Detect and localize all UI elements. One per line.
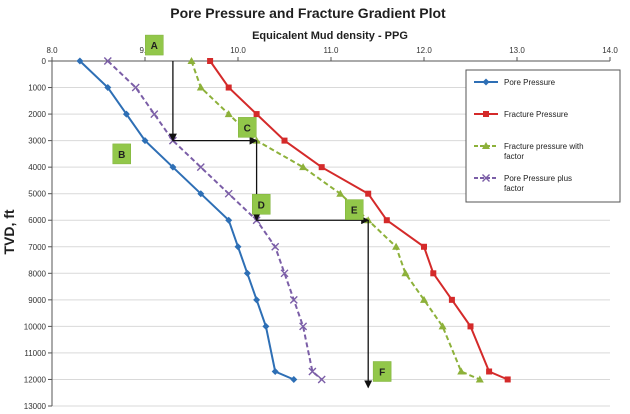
triangle-marker xyxy=(224,110,233,118)
y-tick-label: 0 xyxy=(42,57,47,66)
legend-label-4: Pore Pressure plus factor xyxy=(504,174,572,193)
chart-subtitle: Equicalent Mud density - PPG xyxy=(252,30,408,42)
annotation-label-b: B xyxy=(118,150,125,161)
x-marker xyxy=(131,83,140,92)
square-marker xyxy=(365,190,372,197)
triangle-marker xyxy=(187,57,196,64)
y-tick-label: 5000 xyxy=(28,190,46,199)
diamond-marker xyxy=(262,322,270,330)
triangle-marker xyxy=(299,163,308,171)
legend-box xyxy=(465,69,621,203)
x-marker xyxy=(280,269,289,278)
y-tick-label: 4000 xyxy=(28,163,46,172)
legend-label-3: Fracture pressure with factor xyxy=(504,142,584,161)
square-marker xyxy=(318,164,325,171)
x-marker xyxy=(196,163,205,172)
diamond-marker xyxy=(253,296,261,304)
x-marker xyxy=(271,242,280,251)
x-tick-label: 12.0 xyxy=(416,46,432,55)
annotation-box-d xyxy=(252,194,271,215)
annotation-label-e: E xyxy=(351,206,358,217)
x-tick-label: 11.0 xyxy=(324,46,340,55)
diamond-marker xyxy=(197,190,205,198)
annotation-label-c: C xyxy=(244,123,251,134)
x-marker xyxy=(224,189,233,198)
diamond-marker xyxy=(243,269,251,277)
y-tick-label: 3000 xyxy=(28,137,46,146)
legend: Pore Pressure Fracture Pressure Fracture p… xyxy=(465,69,621,203)
triangle-marker xyxy=(457,367,466,375)
diamond-marker xyxy=(234,243,242,251)
annotation-box-f xyxy=(372,361,392,382)
diamond-marker xyxy=(290,375,298,383)
x-marker xyxy=(150,110,159,119)
square-marker xyxy=(448,296,455,303)
diamond-marker xyxy=(141,137,149,145)
triangle-marker xyxy=(336,189,345,197)
y-tick-label: 13000 xyxy=(24,402,47,411)
triangle-marker xyxy=(475,375,484,383)
y-tick-label: 10000 xyxy=(24,322,47,331)
y-tick-label: 6000 xyxy=(28,216,46,225)
y-tick-label: 12000 xyxy=(24,375,47,384)
x-tick-label: 8.0 xyxy=(46,46,58,55)
x-marker xyxy=(482,174,490,182)
grid-lines xyxy=(52,60,610,407)
axes: 0 1000 2000 3000 4000 5000 6000 7000 8000 9000 100… xyxy=(24,46,619,411)
y-tick-label: 1000 xyxy=(28,84,46,93)
square-marker xyxy=(467,323,474,330)
square-marker xyxy=(504,376,511,383)
square-marker xyxy=(253,111,260,118)
annotation-label-a: A xyxy=(151,41,158,52)
legend-label-1: Pore Pressure xyxy=(504,78,556,87)
x-marker xyxy=(299,322,308,331)
triangle-marker xyxy=(196,83,205,91)
triangle-marker xyxy=(420,295,428,303)
square-marker xyxy=(281,137,288,144)
y-tick-label: 7000 xyxy=(28,243,46,252)
diamond-marker xyxy=(76,57,84,65)
y-tick-label: 8000 xyxy=(28,269,46,278)
annotation-label-f: F xyxy=(379,368,385,379)
annotation-box-c xyxy=(238,117,257,138)
x-marker xyxy=(103,57,112,65)
triangle-marker xyxy=(438,322,447,330)
y-tick-label: 2000 xyxy=(28,110,46,119)
point-annotations: A B C D E F xyxy=(112,34,392,382)
x-marker xyxy=(308,367,317,376)
triangle-marker xyxy=(482,142,490,149)
diamond-marker xyxy=(104,84,112,92)
x-marker xyxy=(289,295,298,304)
square-marker xyxy=(483,111,489,117)
square-marker xyxy=(486,368,493,375)
diamond-marker xyxy=(271,368,279,375)
square-marker xyxy=(207,58,214,64)
y-tick-label: 9000 xyxy=(28,296,46,305)
interpretation-arrows xyxy=(168,61,373,389)
x-tick-label: 13.0 xyxy=(509,46,525,55)
annotation-box-e xyxy=(345,199,364,220)
x-tick-label: 10.0 xyxy=(230,46,246,55)
square-marker xyxy=(421,243,427,250)
x-tick-label: 14.0 xyxy=(602,46,618,55)
diamond-marker xyxy=(122,110,130,118)
square-marker xyxy=(383,217,390,224)
square-marker xyxy=(225,84,232,91)
y-tick-label: 11000 xyxy=(24,349,46,358)
chart-title: Pore Pressure and Fracture Gradient Plot xyxy=(170,5,446,21)
legend-label-2: Fracture Pressure xyxy=(504,110,569,119)
annotation-box-b xyxy=(112,143,131,165)
annotation-label-d: D xyxy=(258,200,265,211)
annotation-box-a xyxy=(145,34,164,56)
diamond-marker xyxy=(169,163,177,171)
y-axis-label: TVD, ft xyxy=(1,209,17,254)
diamond-marker xyxy=(482,78,490,86)
x-marker xyxy=(317,375,326,384)
square-marker xyxy=(430,270,437,277)
triangle-marker xyxy=(392,242,401,250)
diamond-marker xyxy=(225,216,233,224)
triangle-marker xyxy=(401,269,410,277)
